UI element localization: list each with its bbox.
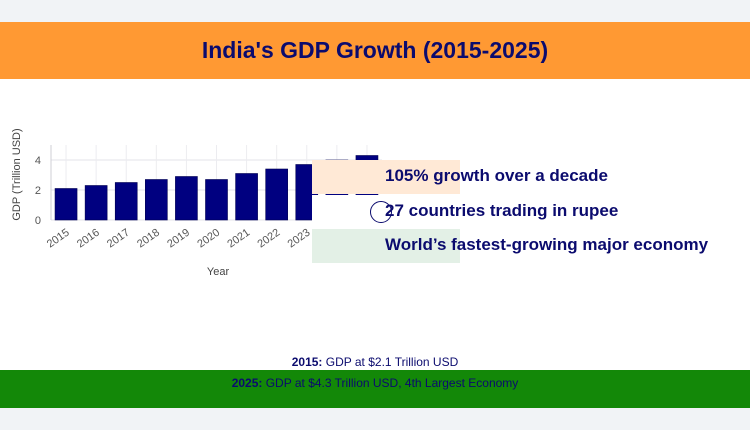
y-axis-title: GDP (Trillion USD): [11, 128, 23, 220]
highlight-text: 105% growth over a decade: [385, 166, 608, 185]
x-tick-label: 2019: [165, 227, 192, 251]
y-tick-label: 2: [35, 185, 41, 197]
note-2025-text: GDP at $4.3 Trillion USD, 4th Largest Ec…: [262, 376, 519, 390]
page-title: India's GDP Growth (2015-2025): [201, 37, 549, 63]
note-2025-year: 2025:: [231, 376, 263, 390]
header-banner: India's GDP Growth (2015-2025): [0, 22, 750, 79]
x-tick-label: 2016: [75, 227, 102, 251]
bar-2021: [235, 173, 258, 221]
highlight-text: World’s fastest-growing major economy: [385, 235, 709, 254]
highlight-text: 27 countries trading in rupee: [385, 201, 619, 220]
highlight-box: [312, 229, 460, 263]
note-2025: 2025: GDP at $4.3 Trillion USD, 4th Larg…: [0, 376, 750, 390]
note-2015-text: GDP at $2.1 Trillion USD: [322, 355, 459, 369]
x-tick-label: 2020: [195, 227, 222, 251]
y-axis-ticks: 0 2 4: [35, 155, 41, 227]
bar-2015: [54, 188, 78, 221]
bar-2022: [265, 168, 288, 221]
bar-2017: [114, 182, 138, 221]
bar-2018: [145, 179, 168, 221]
x-tick-label: 2021: [225, 227, 252, 251]
x-tick-label: 2015: [45, 227, 72, 251]
y-tick-label: 0: [35, 215, 41, 227]
x-tick-label: 2022: [255, 227, 282, 251]
x-axis-title: Year: [207, 266, 230, 278]
note-2015-year: 2015:: [291, 355, 323, 369]
x-tick-label: 2023: [286, 227, 313, 251]
note-2015: 2015: GDP at $2.1 Trillion USD: [0, 355, 750, 369]
y-tick-label: 4: [35, 155, 41, 167]
highlight-box: [312, 160, 460, 194]
x-tick-label: 2017: [105, 227, 132, 251]
bar-2019: [175, 176, 198, 221]
bar-2016: [84, 185, 108, 221]
footer-band: [0, 370, 750, 408]
chakra-circle-icon: [370, 201, 392, 223]
bar-2020: [205, 179, 228, 221]
x-tick-label: 2018: [135, 227, 162, 251]
